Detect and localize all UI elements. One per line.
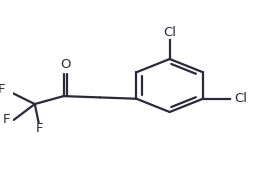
Text: F: F: [0, 83, 5, 96]
Text: F: F: [3, 113, 10, 126]
Text: Cl: Cl: [234, 92, 247, 105]
Text: O: O: [60, 58, 70, 71]
Text: F: F: [36, 122, 44, 135]
Text: Cl: Cl: [163, 26, 176, 39]
